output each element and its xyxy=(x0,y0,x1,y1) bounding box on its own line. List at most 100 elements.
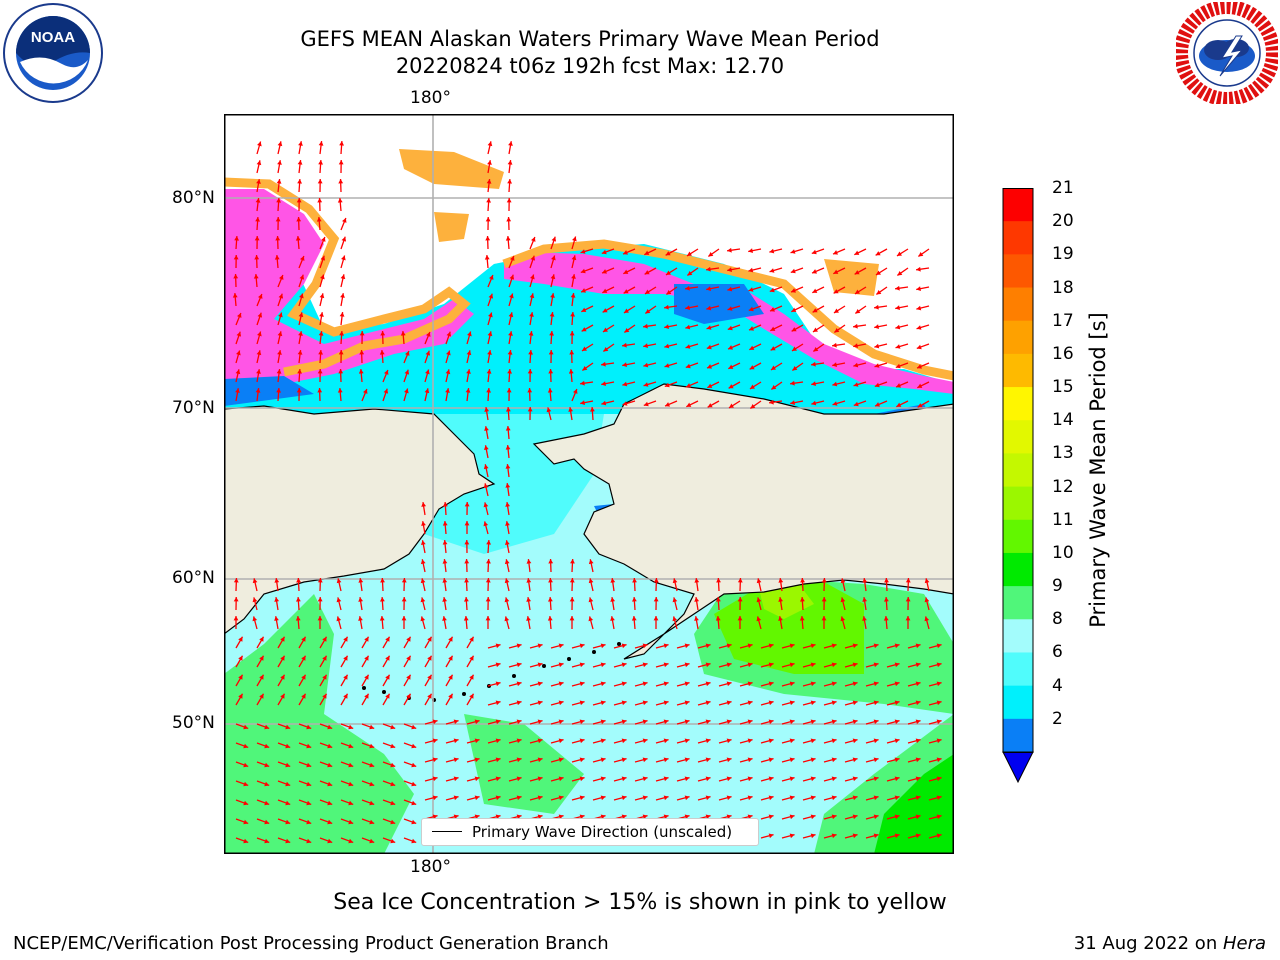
wave-arrow-head xyxy=(298,141,303,146)
wave-arrow-head xyxy=(936,776,942,782)
colorbar-tick-label: 14 xyxy=(1052,410,1074,431)
wave-arrow-head xyxy=(528,350,533,355)
wave-arrow-head xyxy=(569,578,575,583)
wave-arrow-head xyxy=(610,597,616,602)
wave-arrow-head xyxy=(642,681,648,687)
wave-arrow-head xyxy=(569,331,575,336)
wave-arrow-head xyxy=(756,597,762,603)
wave-arrow-head xyxy=(853,382,859,387)
wave-arrow-head xyxy=(369,743,375,749)
map-legend: Primary Wave Direction (unscaled) xyxy=(421,818,759,846)
wave-arrow-head xyxy=(694,578,700,583)
wave-arrow-head xyxy=(390,762,396,768)
wave-arrow-head xyxy=(348,819,354,825)
wave-arrow-head xyxy=(936,738,942,744)
legend-text: Primary Wave Direction (unscaled) xyxy=(472,823,733,841)
wave-arrow-head xyxy=(278,312,283,318)
wave-arrow-head xyxy=(233,578,239,583)
wave-arrow-head xyxy=(432,776,438,782)
wave-arrow-head xyxy=(810,681,816,687)
wave-arrow-head xyxy=(571,255,577,261)
wave-arrow-head xyxy=(359,331,365,336)
wave-arrow-head xyxy=(483,521,489,527)
wave-arrow-head xyxy=(465,388,471,393)
wave-arrow-head xyxy=(537,700,543,706)
wave-arrow-head xyxy=(854,289,860,294)
map-frame xyxy=(224,114,954,854)
wave-arrow-head xyxy=(505,521,510,526)
wave-arrow-head xyxy=(874,304,879,310)
wave-arrow-head xyxy=(799,616,805,621)
wave-arrow-head xyxy=(665,270,671,275)
wave-arrow-head xyxy=(579,738,585,744)
wave-arrow-head xyxy=(551,255,556,261)
short-period-patch-2 xyxy=(674,284,764,324)
wave-arrow-head xyxy=(285,819,291,825)
wave-arrow-head xyxy=(317,578,323,583)
colorbar-tick-label: 21 xyxy=(1052,178,1074,198)
wave-arrow-head xyxy=(343,636,348,642)
wave-arrow-head xyxy=(469,693,474,699)
wave-arrow-head xyxy=(831,814,837,820)
wave-arrow-head xyxy=(338,179,344,184)
wave-arrow-head xyxy=(505,445,511,450)
wave-arrow-head xyxy=(748,287,754,292)
wave-arrow-head xyxy=(685,344,691,349)
wave-arrow-head xyxy=(486,540,491,545)
wave-arrow-head xyxy=(791,327,797,332)
wave-arrow-head xyxy=(811,249,817,255)
wave-arrow-head xyxy=(547,388,553,393)
wave-arrow-head xyxy=(495,814,501,820)
wave-arrow-head xyxy=(875,251,881,256)
wave-arrow-head xyxy=(917,383,923,388)
wave-arrow-head xyxy=(306,838,312,844)
wave-arrow-head xyxy=(588,616,594,622)
wave-arrow-head xyxy=(466,369,471,374)
wave-arrow-head xyxy=(915,738,921,744)
wave-arrow-head xyxy=(643,401,649,407)
wave-arrow-head xyxy=(707,383,713,388)
wave-arrow-head xyxy=(425,350,431,356)
wave-arrow-head xyxy=(768,814,774,820)
wave-arrow-head xyxy=(364,693,369,699)
wave-arrow-head xyxy=(769,268,775,273)
wave-arrow-head xyxy=(601,361,606,367)
svg-text:NOAA: NOAA xyxy=(31,29,75,46)
wave-arrow-head xyxy=(685,285,690,291)
wave-arrow-head xyxy=(317,179,323,184)
wave-arrow-head xyxy=(873,719,879,725)
wave-arrow-head xyxy=(529,312,534,317)
wave-arrow-head xyxy=(252,597,258,603)
wave-arrow-head xyxy=(243,819,249,825)
wave-arrow-head xyxy=(337,388,343,393)
wave-arrow-head xyxy=(322,655,327,661)
wave-arrow-head xyxy=(486,388,491,393)
wave-arrow-head xyxy=(707,403,713,408)
wave-arrow-head xyxy=(874,343,880,349)
graticule xyxy=(224,114,954,854)
wave-arrow-head xyxy=(581,346,587,351)
wave-arrow-head xyxy=(420,578,426,584)
wave-arrow-head xyxy=(663,643,669,649)
wave-arrow-head xyxy=(485,236,491,241)
wave-arrow-head xyxy=(254,236,260,241)
wave-arrow-head xyxy=(420,616,426,622)
wave-arrow-head xyxy=(631,616,637,621)
wave-arrow-head xyxy=(895,305,901,310)
colorbar-segment xyxy=(1003,652,1033,687)
wave-arrow-head xyxy=(588,597,594,603)
wave-arrow-head xyxy=(602,327,608,332)
colorbar-tick-label: 12 xyxy=(1052,476,1074,497)
wave-arrow-head xyxy=(853,362,859,368)
wave-arrow-head xyxy=(642,643,648,649)
legend-line-swatch xyxy=(432,831,462,832)
wave-arrow-head xyxy=(264,819,270,825)
wave-arrow-head xyxy=(632,578,637,583)
wave-arrow-head xyxy=(406,636,411,642)
wave-arrow-head xyxy=(274,578,280,583)
wave-arrow-head xyxy=(358,616,363,621)
wave-arrow-head xyxy=(737,597,743,602)
wave-arrow-head xyxy=(833,308,839,313)
wave-arrow-head xyxy=(363,388,368,394)
wave-arrow-head xyxy=(495,719,501,725)
